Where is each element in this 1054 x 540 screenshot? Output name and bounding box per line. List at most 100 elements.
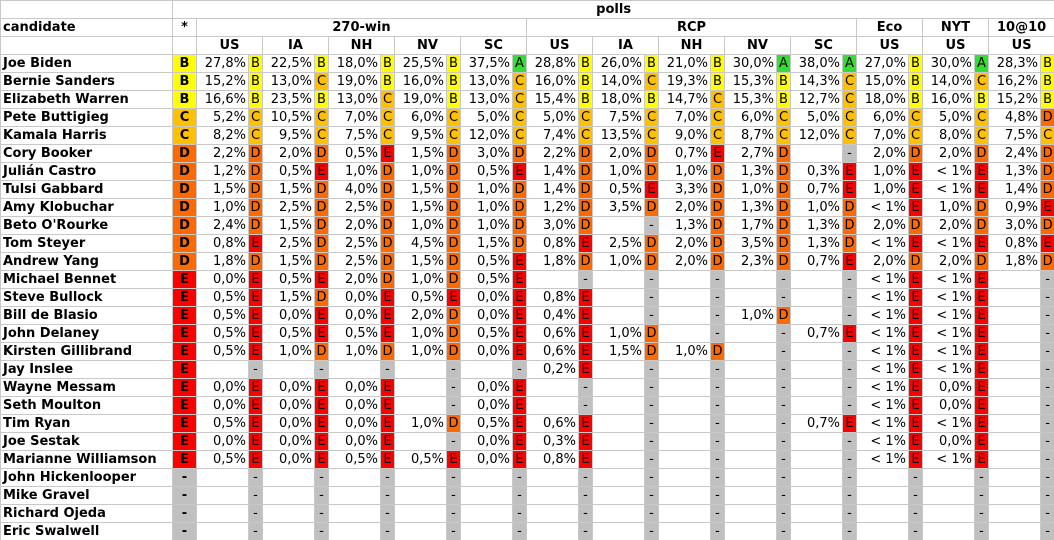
poll-value: 0,9% xyxy=(988,198,1041,217)
poll-value: < 1% xyxy=(922,450,975,469)
poll-value: 1,3% xyxy=(724,162,777,181)
poll-value: 14,0% xyxy=(922,72,975,91)
grade: - xyxy=(842,144,857,163)
poll-value: 7,0% xyxy=(856,126,909,145)
grade: - xyxy=(248,360,263,379)
poll-value: 2,5% xyxy=(328,198,381,217)
grade: B xyxy=(248,90,263,109)
grade: D xyxy=(314,198,329,217)
grade: D xyxy=(644,252,659,271)
grade: C xyxy=(512,126,527,145)
grade: - xyxy=(776,396,791,415)
poll-value xyxy=(592,414,645,433)
grade: E xyxy=(314,270,329,289)
poll-value: 15,0% xyxy=(856,72,909,91)
grade: C xyxy=(776,126,791,145)
poll-value xyxy=(988,396,1041,415)
grade: E xyxy=(248,378,263,397)
poll-value: 0,0% xyxy=(460,378,513,397)
poll-value: 1,0% xyxy=(460,180,513,199)
grade: E xyxy=(314,306,329,325)
grade: B xyxy=(908,72,923,91)
grade: C xyxy=(512,72,527,91)
grade: - xyxy=(644,378,659,397)
grade: D xyxy=(172,234,197,253)
header-row: candidate * 270-win RCP Eco NYT 10@10 xyxy=(0,18,1054,37)
poll-value: 1,8% xyxy=(526,252,579,271)
grade: - xyxy=(380,468,395,487)
grade: C xyxy=(974,126,989,145)
poll-value: 0,0% xyxy=(196,432,249,451)
candidate-name: Steve Bullock xyxy=(0,288,173,307)
grade: D xyxy=(776,144,791,163)
poll-value xyxy=(526,504,579,523)
candidate-name: Tim Ryan xyxy=(0,414,173,433)
grade: B xyxy=(578,54,593,73)
grade: D xyxy=(578,216,593,235)
grade: D xyxy=(172,216,197,235)
poll-value: 2,0% xyxy=(658,252,711,271)
grade: - xyxy=(1039,504,1054,523)
grade: E xyxy=(974,270,989,289)
poll-value: 2,5% xyxy=(328,252,381,271)
poll-value: 1,8% xyxy=(196,252,249,271)
grade: E xyxy=(380,432,395,451)
grade: D xyxy=(380,234,395,253)
grade: E xyxy=(908,450,923,469)
grade: D xyxy=(644,198,659,217)
candidate-row: Seth Moulton E 0,0% E 0,0% E 0,0% E -0,0% E - - - - - <… xyxy=(0,396,1054,415)
candidate-row: Bill de Blasio E 0,5% E 0,0% E 0,0% E 2,0% D 0,0% E… xyxy=(0,306,1054,325)
column-header: US xyxy=(196,36,263,55)
poll-value: 1,0% xyxy=(460,216,513,235)
grade: - xyxy=(578,270,593,289)
poll-value: 1,5% xyxy=(460,234,513,253)
candidate-name: Bernie Sanders xyxy=(0,72,173,91)
grade: E xyxy=(908,270,923,289)
grade: - xyxy=(1039,324,1054,343)
grade: E xyxy=(314,432,329,451)
poll-value: < 1% xyxy=(856,378,909,397)
grade: E xyxy=(512,396,527,415)
grade: C xyxy=(248,108,263,127)
grade: D xyxy=(710,216,725,235)
empty-cell xyxy=(172,36,197,55)
grade: - xyxy=(248,522,263,540)
grade: - xyxy=(644,486,659,505)
grade: - xyxy=(380,522,395,540)
grade: C xyxy=(842,90,857,109)
grade: D xyxy=(314,234,329,253)
poll-value xyxy=(460,360,513,379)
poll-value xyxy=(988,450,1041,469)
grade: C xyxy=(380,108,395,127)
grade: - xyxy=(314,468,329,487)
grade: D xyxy=(908,252,923,271)
poll-value: 27,8% xyxy=(196,54,249,73)
group-header: RCP xyxy=(526,18,857,37)
candidate-row: Wayne Messam E 0,0% E 0,0% E 0,0% E -0,0% E - - - - - <… xyxy=(0,378,1054,397)
candidate-name: Beto O'Rourke xyxy=(0,216,173,235)
grade: D xyxy=(446,414,461,433)
grade: B xyxy=(248,54,263,73)
grade: E xyxy=(172,450,197,469)
grade: B xyxy=(380,54,395,73)
grade: - xyxy=(446,378,461,397)
grade: D xyxy=(842,234,857,253)
poll-value xyxy=(262,504,315,523)
poll-value: 0,0% xyxy=(328,288,381,307)
poll-value: 1,2% xyxy=(526,198,579,217)
poll-value: 23,5% xyxy=(262,90,315,109)
grade: E xyxy=(248,396,263,415)
poll-value: 2,0% xyxy=(922,252,975,271)
poll-value: 0,0% xyxy=(328,396,381,415)
grade: B xyxy=(710,54,725,73)
poll-value: 0,5% xyxy=(328,450,381,469)
poll-value: 0,0% xyxy=(196,396,249,415)
grade: D xyxy=(1039,180,1054,199)
poll-value: 2,2% xyxy=(196,144,249,163)
poll-value: < 1% xyxy=(922,162,975,181)
grade: E xyxy=(974,396,989,415)
poll-value xyxy=(658,360,711,379)
grade: D xyxy=(446,342,461,361)
poll-value: < 1% xyxy=(922,324,975,343)
